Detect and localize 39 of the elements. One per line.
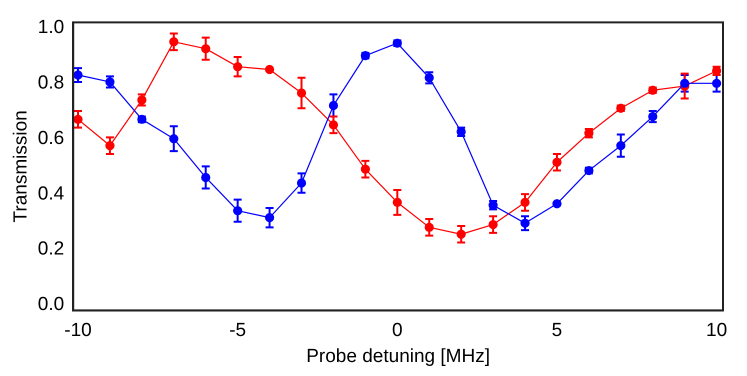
point [552,158,562,167]
x-tick-label: -10 [64,320,92,342]
point [520,198,530,207]
y-tick-label: 0.0 [38,294,64,316]
point [201,44,210,54]
point [105,141,115,150]
x-tick-label: -5 [229,320,246,342]
point [169,134,178,144]
y-tick-label: 0.8 [38,72,64,94]
y-tick-label: 0.4 [38,183,65,204]
point [201,172,210,182]
y-tick-label: 0.2 [38,238,64,260]
point [520,218,530,228]
point [264,213,274,222]
point [712,78,722,88]
x-tick-label: 0 [392,320,403,342]
point [73,70,83,80]
y-tick-label: 1.0 [38,17,64,38]
point [488,220,498,230]
point [616,141,626,150]
point [328,120,338,130]
point [424,222,434,232]
point [169,37,178,46]
point [360,164,370,174]
point [456,230,466,239]
x-tick-label: 5 [552,320,562,342]
point [392,198,402,207]
x-tick-label: 10 [706,320,728,342]
point [73,114,83,124]
point [328,100,338,110]
point [233,206,242,216]
x-axis-title: Probe detuning [MHz] [306,346,490,367]
point [233,62,242,72]
point [680,78,690,88]
point [296,88,306,98]
y-axis-title: Transmission [10,110,32,223]
point [296,178,306,188]
point [264,64,274,74]
y-tick-label: 0.6 [38,128,64,149]
